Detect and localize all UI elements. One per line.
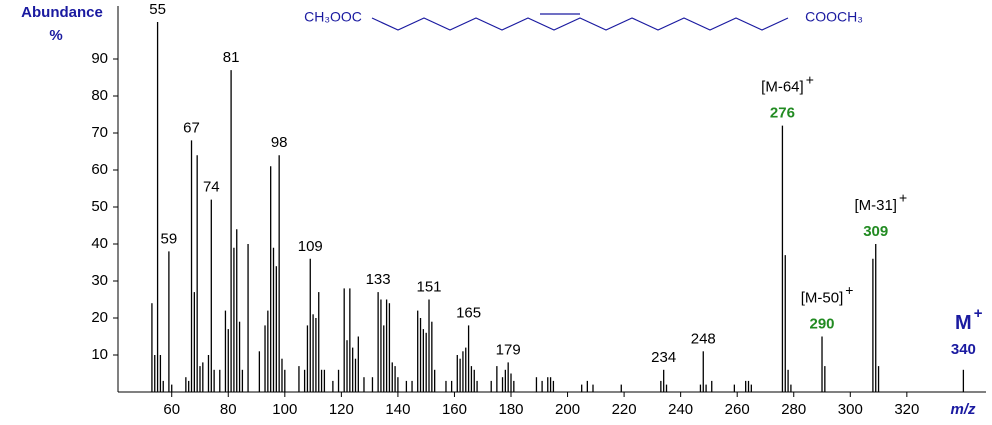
- peak-label: 179: [496, 341, 521, 358]
- y-tick-label: 80: [91, 87, 108, 104]
- ion-value: 309: [863, 223, 888, 240]
- ion-label: [M-31]: [854, 197, 897, 214]
- x-tick-label: 120: [329, 401, 354, 418]
- ion-label: [M-64]: [761, 79, 804, 96]
- ion-value: 290: [809, 315, 834, 332]
- y-tick-label: 70: [91, 124, 108, 141]
- peak-label: 109: [298, 238, 323, 255]
- peak-label: 151: [416, 278, 441, 295]
- peak-label: 59: [161, 230, 178, 247]
- peak-label: 74: [203, 179, 220, 196]
- x-tick-label: 320: [894, 401, 919, 418]
- y-axis-unit: %: [49, 27, 62, 44]
- ion-label: M: [955, 312, 972, 334]
- x-tick-label: 180: [498, 401, 523, 418]
- ion-value: 340: [951, 341, 976, 358]
- x-tick-label: 160: [442, 401, 467, 418]
- peak-label: 165: [456, 304, 481, 321]
- y-tick-label: 20: [91, 309, 108, 326]
- y-tick-label: 30: [91, 272, 108, 289]
- x-tick-label: 300: [838, 401, 863, 418]
- peak-label: 234: [651, 349, 676, 366]
- x-tick-label: 260: [725, 401, 750, 418]
- formula-right: COOCH₃: [805, 9, 863, 25]
- peak-label: 98: [271, 134, 288, 151]
- x-tick-label: 280: [781, 401, 806, 418]
- peak-label: 248: [691, 330, 716, 347]
- y-tick-label: 10: [91, 346, 108, 363]
- y-tick-label: 90: [91, 50, 108, 67]
- ion-charge: +: [845, 282, 853, 298]
- carbon-chain: [371, 13, 789, 31]
- ion-value: 276: [770, 105, 795, 122]
- y-axis-label: Abundance: [21, 4, 103, 21]
- y-tick-label: 60: [91, 161, 108, 178]
- peak-label: 67: [183, 119, 200, 136]
- peak-label: 133: [366, 271, 391, 288]
- ion-label: [M-50]: [801, 289, 844, 306]
- x-tick-label: 80: [220, 401, 237, 418]
- ion-charge: +: [899, 190, 907, 206]
- ion-charge: +: [974, 305, 983, 322]
- x-tick-label: 100: [272, 401, 297, 418]
- x-tick-label: 220: [612, 401, 637, 418]
- peak-label: 55: [149, 1, 166, 18]
- y-tick-label: 40: [91, 235, 108, 252]
- x-tick-label: 200: [555, 401, 580, 418]
- ion-charge: +: [806, 71, 814, 87]
- y-tick-label: 50: [91, 198, 108, 215]
- peak-label: 81: [223, 49, 240, 66]
- x-tick-label: 140: [385, 401, 410, 418]
- x-axis-label: m/z: [950, 401, 976, 418]
- formula-left: CH₃OOC: [304, 9, 362, 25]
- chain-bonds: [371, 17, 789, 31]
- x-tick-label: 60: [163, 401, 180, 418]
- x-tick-label: 240: [668, 401, 693, 418]
